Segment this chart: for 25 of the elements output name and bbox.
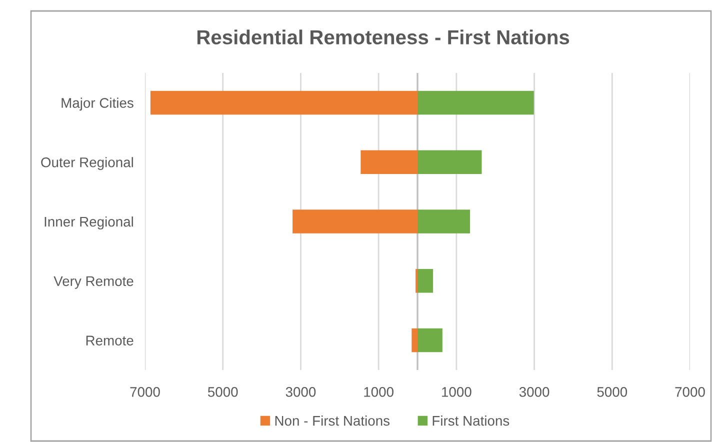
x-tick-label: 3000 (286, 387, 316, 397)
x-tick-label: 7000 (675, 387, 705, 397)
bar (360, 150, 418, 174)
x-tick-label: 7000 (130, 387, 160, 397)
legend-label: Non - First Nations (275, 416, 390, 426)
y-tick-label: Major Cities (62, 98, 134, 111)
bar (418, 90, 534, 115)
bar (418, 150, 482, 174)
x-tick-label: 5000 (597, 387, 628, 397)
chart-title: Residential Remoteness - First Nations (197, 30, 570, 44)
legend-label: First Nations (432, 416, 510, 426)
bar (418, 210, 470, 234)
bar (412, 328, 418, 352)
bar (150, 90, 418, 115)
bar (418, 328, 442, 352)
bar (292, 210, 418, 234)
x-tick-label: 1000 (442, 387, 472, 397)
y-tick-label: Outer Regional (41, 157, 133, 170)
bar (418, 269, 434, 293)
y-tick-label: Very Remote (54, 276, 134, 289)
x-tick-label: 5000 (208, 387, 238, 397)
x-tick-label: 1000 (364, 387, 394, 397)
y-tick-label: Remote (86, 336, 134, 346)
y-tick-label: Inner Regional (44, 216, 133, 230)
x-tick-label: 3000 (519, 387, 550, 397)
